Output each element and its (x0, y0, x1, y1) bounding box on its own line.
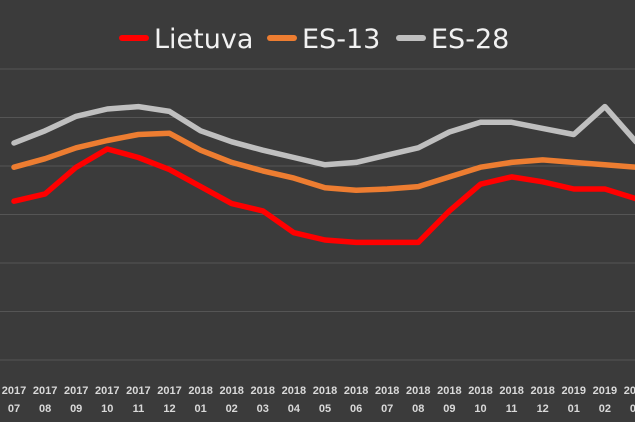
x-tick-year: 2017 (33, 385, 57, 397)
legend: Lietuva ES-13 ES-28 (119, 24, 509, 55)
x-tick-year: 2018 (251, 385, 275, 397)
x-tick-month: 01 (194, 403, 206, 415)
x-tick-year: 2018 (344, 385, 368, 397)
x-axis: 2017 07 2017 08 2017 09 2017 10 2017 11 2017 12 2018… (2, 385, 635, 415)
x-tick-year: 2018 (437, 385, 461, 397)
gridlines (0, 68, 635, 361)
x-tick-month: 12 (163, 403, 175, 415)
x-tick-year: 2017 (126, 385, 150, 397)
series-layer (11, 103, 635, 246)
x-tick-year: 2018 (530, 385, 554, 397)
x-tick-month: 06 (350, 403, 362, 415)
x-tick-year: 2019 (562, 385, 586, 397)
x-tick-month: 07 (8, 403, 20, 415)
x-tick-month: 01 (568, 403, 580, 415)
x-tick-month: 08 (412, 403, 424, 415)
x-tick-year: 2019 (624, 385, 635, 397)
x-tick-year: 2018 (406, 385, 430, 397)
x-tick-month: 09 (70, 403, 82, 415)
x-tick-year: 2018 (375, 385, 399, 397)
x-tick-month: 05 (319, 403, 331, 415)
x-tick-month: 03 (630, 403, 635, 415)
legend-label: Lietuva (154, 24, 253, 55)
x-tick-year: 2017 (157, 385, 181, 397)
x-tick-month: 02 (226, 403, 238, 415)
legend-label: ES-28 (431, 24, 509, 55)
x-tick-year: 2018 (282, 385, 306, 397)
x-tick-month: 02 (599, 403, 611, 415)
x-tick-month: 11 (506, 403, 518, 415)
x-tick-month: 12 (537, 403, 549, 415)
x-tick-year: 2018 (188, 385, 212, 397)
series-line-es-28 (11, 103, 635, 168)
x-tick-year: 2017 (64, 385, 88, 397)
x-tick-year: 2018 (468, 385, 492, 397)
x-tick-month: 10 (101, 403, 113, 415)
x-tick-year: 2017 (95, 385, 119, 397)
legend-label: ES-13 (302, 24, 380, 55)
x-tick-month: 03 (257, 403, 269, 415)
x-tick-year: 2017 (2, 385, 26, 397)
x-tick-year: 2019 (593, 385, 617, 397)
x-tick-year: 2018 (499, 385, 523, 397)
x-tick-month: 10 (474, 403, 486, 415)
x-tick-year: 2018 (219, 385, 243, 397)
x-tick-year: 2018 (313, 385, 337, 397)
x-tick-month: 07 (381, 403, 393, 415)
x-tick-month: 09 (443, 403, 455, 415)
x-tick-month: 08 (39, 403, 51, 415)
x-tick-month: 11 (133, 403, 145, 415)
x-tick-month: 04 (288, 403, 301, 415)
